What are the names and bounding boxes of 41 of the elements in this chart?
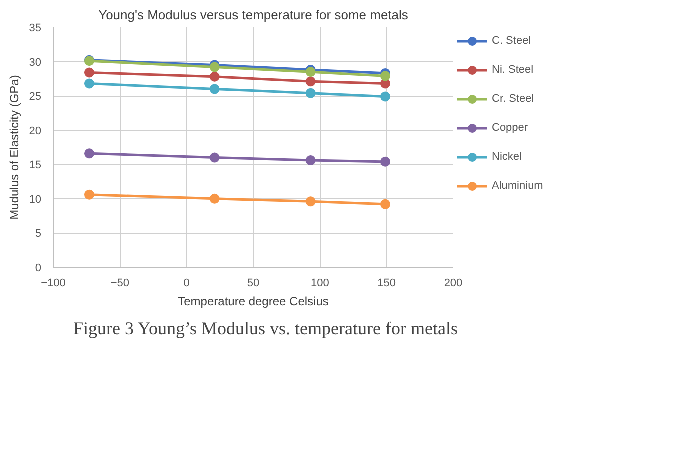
legend-label: Aluminium bbox=[492, 180, 544, 192]
x-axis-title: Temperature degree Celsius bbox=[178, 294, 329, 308]
point bbox=[380, 156, 390, 167]
point bbox=[380, 71, 390, 82]
y-axis-title: Mudulus of Elasticity (GPa) bbox=[8, 75, 22, 220]
x-tick-label: 50 bbox=[247, 278, 260, 290]
point bbox=[306, 88, 316, 98]
legend-label: Ni. Steel bbox=[492, 64, 534, 76]
point bbox=[306, 76, 316, 87]
y-tick-label: 20 bbox=[29, 125, 42, 138]
x-tick-label: −100 bbox=[41, 278, 66, 290]
point bbox=[210, 194, 220, 204]
point bbox=[210, 72, 220, 82]
point bbox=[210, 152, 220, 163]
x-tick-label: 0 bbox=[184, 278, 190, 290]
legend-label: Cr. Steel bbox=[492, 93, 534, 105]
point bbox=[210, 84, 220, 94]
legend-label: Copper bbox=[492, 122, 528, 134]
y-tick-label: 15 bbox=[29, 160, 42, 172]
y-tick-label: 0 bbox=[35, 262, 42, 274]
point bbox=[306, 196, 316, 207]
chart-title: Young's Modulus versus temperature for some metals bbox=[98, 8, 409, 22]
point bbox=[306, 156, 316, 166]
caption: Figure 3 Young’s Modulus vs. temperature for metals bbox=[74, 318, 458, 338]
point bbox=[84, 148, 94, 159]
point bbox=[84, 78, 94, 89]
y-tick-label: 5 bbox=[35, 228, 42, 240]
point bbox=[380, 92, 390, 102]
y-tick-label: 25 bbox=[29, 91, 42, 104]
legend-label: C. Steel bbox=[492, 35, 532, 47]
x-tick-label: −50 bbox=[110, 278, 130, 290]
point bbox=[84, 68, 94, 78]
y-tick-label: 35 bbox=[29, 22, 42, 34]
x-tick-label: 150 bbox=[378, 278, 396, 290]
y-tick-label: 10 bbox=[29, 194, 42, 206]
x-tick-label: 100 bbox=[310, 278, 330, 290]
legend-label: Nickel bbox=[492, 151, 522, 163]
point bbox=[84, 190, 94, 200]
y-tick-label: 30 bbox=[29, 56, 42, 69]
x-tick-label: 200 bbox=[444, 278, 463, 290]
point bbox=[380, 199, 390, 210]
